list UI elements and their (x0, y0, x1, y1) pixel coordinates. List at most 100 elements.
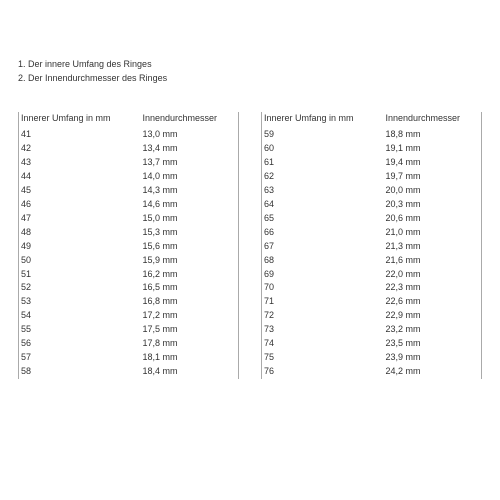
table-row: 4715,0 mm (19, 212, 238, 226)
cell-diameter: 20,6 mm (386, 212, 481, 226)
cell-circumference: 74 (264, 337, 386, 351)
cell-circumference: 57 (21, 351, 143, 365)
table-row: 4113,0 mm (19, 128, 238, 142)
table-row: 5818,4 mm (19, 365, 238, 379)
cell-diameter: 22,0 mm (386, 268, 481, 282)
table-row: 7624,2 mm (262, 365, 481, 379)
header-diameter: Innendurchmesser (386, 112, 481, 126)
cell-diameter: 18,8 mm (386, 128, 481, 142)
cell-diameter: 19,7 mm (386, 170, 481, 184)
cell-diameter: 22,6 mm (386, 295, 481, 309)
cell-diameter: 18,1 mm (143, 351, 238, 365)
cell-circumference: 54 (21, 309, 143, 323)
cell-diameter: 21,6 mm (386, 254, 481, 268)
table-row: 5517,5 mm (19, 323, 238, 337)
cell-diameter: 13,0 mm (143, 128, 238, 142)
table-row: 6320,0 mm (262, 184, 481, 198)
cell-circumference: 43 (21, 156, 143, 170)
cell-diameter: 19,1 mm (386, 142, 481, 156)
table-row: 4915,6 mm (19, 240, 238, 254)
cell-circumference: 70 (264, 281, 386, 295)
cell-circumference: 60 (264, 142, 386, 156)
table-row: 5617,8 mm (19, 337, 238, 351)
cell-circumference: 45 (21, 184, 143, 198)
cell-circumference: 71 (264, 295, 386, 309)
cell-circumference: 41 (21, 128, 143, 142)
table-row: 7122,6 mm (262, 295, 481, 309)
cell-circumference: 50 (21, 254, 143, 268)
cell-circumference: 73 (264, 323, 386, 337)
table-row: 7523,9 mm (262, 351, 481, 365)
intro-text: 1. Der innere Umfang des Ringes 2. Der I… (18, 58, 482, 84)
cell-circumference: 65 (264, 212, 386, 226)
cell-circumference: 68 (264, 254, 386, 268)
cell-circumference: 51 (21, 268, 143, 282)
cell-diameter: 16,5 mm (143, 281, 238, 295)
left-table: Innerer Umfang in mm Innendurchmesser 41… (18, 112, 239, 379)
table-row: 4313,7 mm (19, 156, 238, 170)
table-row: 6019,1 mm (262, 142, 481, 156)
cell-circumference: 64 (264, 198, 386, 212)
header-circumference: Innerer Umfang in mm (264, 112, 386, 126)
cell-circumference: 42 (21, 142, 143, 156)
table-row: 6420,3 mm (262, 198, 481, 212)
table-row: 7222,9 mm (262, 309, 481, 323)
tables-container: Innerer Umfang in mm Innendurchmesser 41… (18, 112, 482, 379)
cell-circumference: 58 (21, 365, 143, 379)
right-table: Innerer Umfang in mm Innendurchmesser 59… (261, 112, 482, 379)
cell-circumference: 59 (264, 128, 386, 142)
cell-diameter: 20,3 mm (386, 198, 481, 212)
intro-line-1: 1. Der innere Umfang des Ringes (18, 58, 482, 71)
table-row: 5116,2 mm (19, 268, 238, 282)
cell-diameter: 17,8 mm (143, 337, 238, 351)
table-row: 6621,0 mm (262, 226, 481, 240)
table-row: 6922,0 mm (262, 268, 481, 282)
cell-circumference: 76 (264, 365, 386, 379)
cell-diameter: 21,0 mm (386, 226, 481, 240)
cell-circumference: 53 (21, 295, 143, 309)
cell-diameter: 24,2 mm (386, 365, 481, 379)
cell-diameter: 20,0 mm (386, 184, 481, 198)
cell-diameter: 14,0 mm (143, 170, 238, 184)
cell-diameter: 19,4 mm (386, 156, 481, 170)
table-row: 5918,8 mm (262, 128, 481, 142)
table-row: 6219,7 mm (262, 170, 481, 184)
table-row: 5316,8 mm (19, 295, 238, 309)
cell-diameter: 17,5 mm (143, 323, 238, 337)
cell-diameter: 22,3 mm (386, 281, 481, 295)
cell-diameter: 16,2 mm (143, 268, 238, 282)
cell-circumference: 72 (264, 309, 386, 323)
header-circumference: Innerer Umfang in mm (21, 112, 143, 126)
table-row: 5216,5 mm (19, 281, 238, 295)
cell-diameter: 15,0 mm (143, 212, 238, 226)
table-row: 7022,3 mm (262, 281, 481, 295)
cell-diameter: 15,6 mm (143, 240, 238, 254)
cell-circumference: 62 (264, 170, 386, 184)
table-row: 5718,1 mm (19, 351, 238, 365)
cell-circumference: 63 (264, 184, 386, 198)
table-row: 6119,4 mm (262, 156, 481, 170)
table-header: Innerer Umfang in mm Innendurchmesser (19, 112, 238, 126)
cell-circumference: 47 (21, 212, 143, 226)
cell-diameter: 18,4 mm (143, 365, 238, 379)
cell-circumference: 56 (21, 337, 143, 351)
cell-circumference: 75 (264, 351, 386, 365)
cell-circumference: 67 (264, 240, 386, 254)
table-row: 7423,5 mm (262, 337, 481, 351)
cell-diameter: 13,4 mm (143, 142, 238, 156)
table-row: 6721,3 mm (262, 240, 481, 254)
cell-circumference: 48 (21, 226, 143, 240)
cell-circumference: 44 (21, 170, 143, 184)
cell-diameter: 22,9 mm (386, 309, 481, 323)
table-row: 4213,4 mm (19, 142, 238, 156)
table-row: 4614,6 mm (19, 198, 238, 212)
cell-diameter: 23,5 mm (386, 337, 481, 351)
table-row: 4414,0 mm (19, 170, 238, 184)
cell-diameter: 15,9 mm (143, 254, 238, 268)
cell-diameter: 23,9 mm (386, 351, 481, 365)
table-row: 5015,9 mm (19, 254, 238, 268)
cell-circumference: 49 (21, 240, 143, 254)
cell-diameter: 13,7 mm (143, 156, 238, 170)
table-header: Innerer Umfang in mm Innendurchmesser (262, 112, 481, 126)
cell-circumference: 61 (264, 156, 386, 170)
